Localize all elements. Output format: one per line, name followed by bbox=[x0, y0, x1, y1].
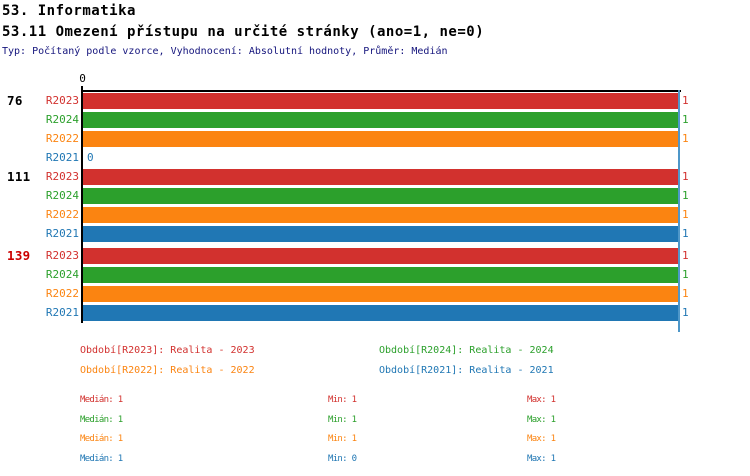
group-label: 76 bbox=[7, 93, 23, 108]
series-label: R2023 bbox=[45, 249, 79, 262]
bar-row: R2021 0 bbox=[0, 150, 750, 166]
bar bbox=[83, 305, 678, 321]
stat-min: Min: 0 bbox=[328, 454, 357, 464]
legend-item-r2021: Období[R2021]: Realita - 2021 bbox=[379, 365, 554, 376]
bar bbox=[83, 267, 678, 283]
bar-row: R2022 1 bbox=[0, 131, 750, 147]
bar-row: R2024 1 bbox=[0, 188, 750, 204]
bar-value: 1 bbox=[682, 249, 689, 262]
bar bbox=[83, 169, 678, 185]
bar-row: R2021 1 bbox=[0, 305, 750, 321]
series-label: R2022 bbox=[45, 287, 79, 300]
stat-min: Min: 1 bbox=[328, 434, 357, 444]
bar bbox=[83, 131, 678, 147]
stat-median: Medián: 1 bbox=[80, 415, 123, 425]
axis-tick-zero: 0 bbox=[79, 72, 86, 85]
page-title: 53. Informatika bbox=[2, 3, 136, 19]
bar-value: 1 bbox=[682, 306, 689, 319]
bar-value: 1 bbox=[682, 287, 689, 300]
bar-row: R2023 1 bbox=[0, 169, 750, 185]
bar-value: 0 bbox=[87, 151, 94, 164]
bar-value: 1 bbox=[682, 113, 689, 126]
bar-value: 1 bbox=[682, 170, 689, 183]
bar-row: R2022 1 bbox=[0, 286, 750, 302]
bar-group: 139 R2023 1 R2024 1 R2022 1 R2021 1 bbox=[0, 248, 750, 324]
series-label: R2024 bbox=[45, 268, 79, 281]
bar-row: R2023 1 bbox=[0, 93, 750, 109]
chart-meta-line: Typ: Počítaný podle vzorce, Vyhodnocení:… bbox=[2, 46, 448, 57]
bar bbox=[83, 188, 678, 204]
bar-row: R2024 1 bbox=[0, 267, 750, 283]
bar-value: 1 bbox=[682, 189, 689, 202]
bar-row: R2023 1 bbox=[0, 248, 750, 264]
stat-min: Min: 1 bbox=[328, 415, 357, 425]
bar bbox=[83, 286, 678, 302]
series-label: R2022 bbox=[45, 208, 79, 221]
stat-max: Max: 1 bbox=[527, 395, 556, 405]
series-label: R2024 bbox=[45, 113, 79, 126]
legend-item-r2024: Období[R2024]: Realita - 2024 bbox=[379, 345, 554, 356]
group-label: 111 bbox=[7, 169, 31, 184]
series-label: R2021 bbox=[45, 306, 79, 319]
bar-group: 76 R2023 1 R2024 1 R2022 1 R2021 0 bbox=[0, 93, 750, 169]
group-label: 139 bbox=[7, 248, 31, 263]
bar-row: R2021 1 bbox=[0, 226, 750, 242]
stat-max: Max: 1 bbox=[527, 454, 556, 464]
bar-row: R2024 1 bbox=[0, 112, 750, 128]
x-axis-line bbox=[81, 90, 681, 92]
stat-median: Medián: 1 bbox=[80, 454, 123, 464]
series-label: R2024 bbox=[45, 189, 79, 202]
chart-title: 53.11 Omezení přístupu na určité stránky… bbox=[2, 24, 485, 40]
stat-max: Max: 1 bbox=[527, 415, 556, 425]
stat-median: Medián: 1 bbox=[80, 434, 123, 444]
bar-value: 1 bbox=[682, 227, 689, 240]
bar bbox=[83, 226, 678, 242]
stat-max: Max: 1 bbox=[527, 434, 556, 444]
stat-median: Medián: 1 bbox=[80, 395, 123, 405]
bar-group: 111 R2023 1 R2024 1 R2022 1 R2021 1 bbox=[0, 169, 750, 245]
legend-item-r2022: Období[R2022]: Realita - 2022 bbox=[80, 365, 255, 376]
bar-row: R2022 1 bbox=[0, 207, 750, 223]
series-label: R2021 bbox=[45, 151, 79, 164]
series-label: R2023 bbox=[45, 170, 79, 183]
bar bbox=[83, 248, 678, 264]
series-label: R2022 bbox=[45, 132, 79, 145]
series-label: R2021 bbox=[45, 227, 79, 240]
series-label: R2023 bbox=[45, 94, 79, 107]
median-gridline bbox=[678, 90, 680, 332]
legend-item-r2023: Období[R2023]: Realita - 2023 bbox=[80, 345, 255, 356]
bar-value: 1 bbox=[682, 208, 689, 221]
y-axis-line bbox=[81, 86, 83, 323]
bar-value: 1 bbox=[682, 94, 689, 107]
bar bbox=[83, 93, 678, 109]
bar bbox=[83, 207, 678, 223]
bar-value: 1 bbox=[682, 268, 689, 281]
stat-min: Min: 1 bbox=[328, 395, 357, 405]
bar-value: 1 bbox=[682, 132, 689, 145]
bar bbox=[83, 112, 678, 128]
